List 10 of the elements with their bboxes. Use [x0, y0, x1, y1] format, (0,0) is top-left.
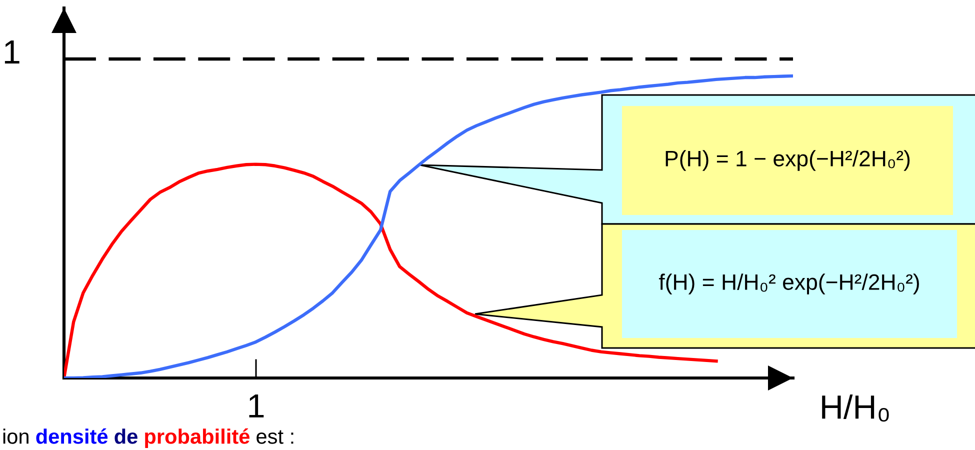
text: est : [256, 430, 294, 444]
text: de [114, 428, 138, 444]
text: probabilité [145, 428, 250, 448]
text: ion [3, 428, 28, 444]
text: 1 [249, 394, 264, 418]
x-axis-title: H/H₀ [822, 394, 889, 422]
annotation: f(H) = H/H₀² exp(−H²/2H₀²) [658, 274, 919, 294]
data-label: 1 [4, 40, 20, 64]
text: densité [36, 428, 108, 444]
annotation: P(H) = 1 − exp(−H²/2H₀²) [666, 150, 910, 171]
